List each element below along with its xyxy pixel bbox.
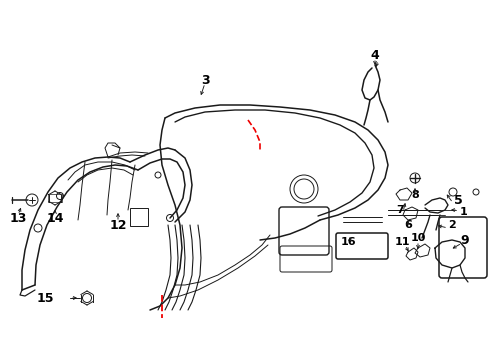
Text: 10: 10 (409, 233, 425, 243)
Text: 6: 6 (403, 220, 411, 230)
Text: 3: 3 (200, 73, 209, 86)
Text: 1: 1 (459, 207, 467, 217)
Text: 16: 16 (340, 237, 355, 247)
Text: 13: 13 (9, 212, 27, 225)
Text: 12: 12 (109, 219, 126, 231)
Text: 5: 5 (453, 194, 462, 207)
Text: 15: 15 (36, 292, 54, 305)
Text: 2: 2 (447, 220, 455, 230)
Text: 7: 7 (395, 205, 403, 215)
Text: 14: 14 (46, 212, 63, 225)
Text: 8: 8 (410, 190, 418, 200)
Text: 11: 11 (393, 237, 409, 247)
Text: 9: 9 (460, 234, 468, 247)
Text: 4: 4 (370, 49, 379, 62)
